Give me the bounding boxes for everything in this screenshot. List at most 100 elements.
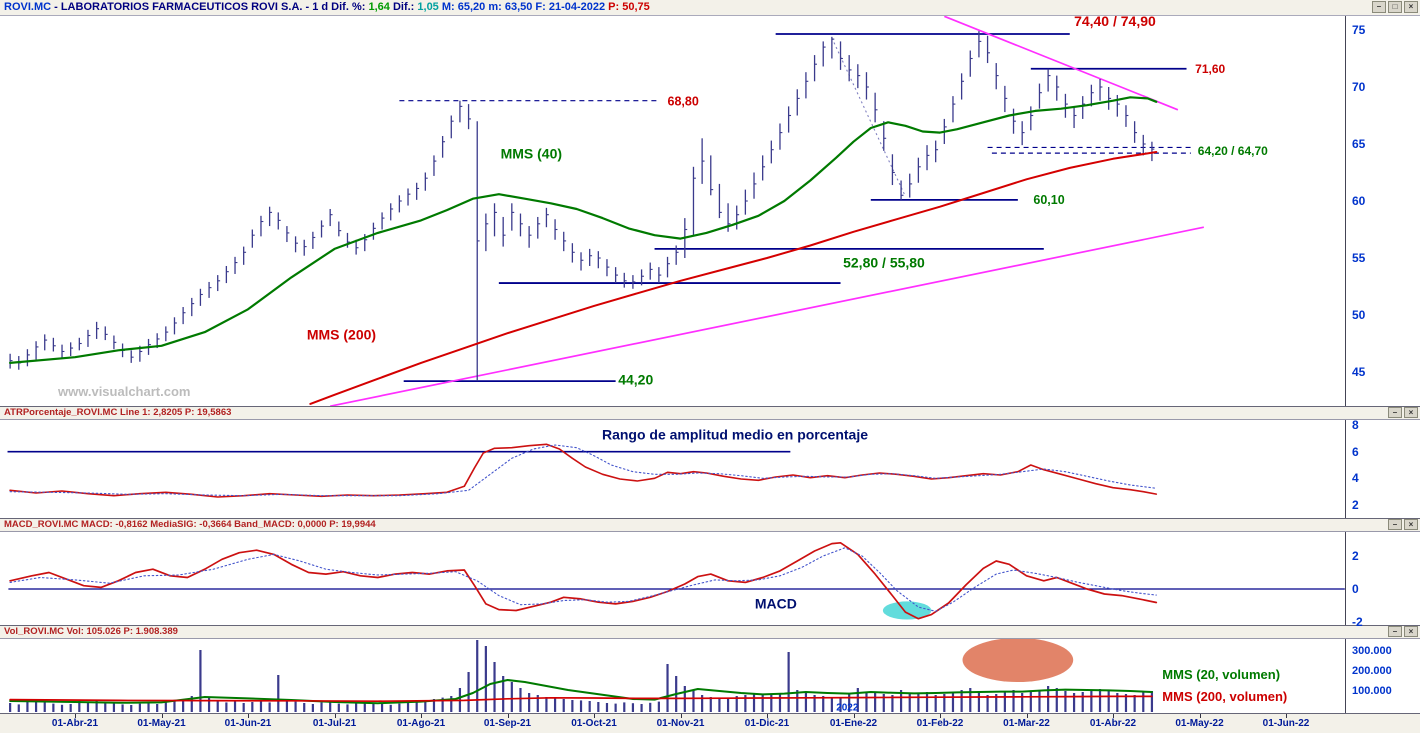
x-axis-date: 01-Mar-22 <box>1003 718 1050 729</box>
x-axis-date: 01-May-22 <box>1175 718 1224 729</box>
x-axis-tick <box>594 714 595 718</box>
title-segment: - LABORATORIOS FARMACEUTICOS ROVI S.A. - <box>51 1 313 13</box>
y-axis-tick: 300.000 <box>1352 645 1392 657</box>
mms-40-line <box>9 96 1158 364</box>
title-segment: P: 50,75 <box>605 1 650 13</box>
x-axis-date: 01-May-21 <box>137 718 186 729</box>
atr-panel-controls: – × <box>1388 407 1418 418</box>
y-axis-tick: 0 <box>1352 582 1359 596</box>
volume-panel-header: Vol_ROVI.MC Vol: 105.026 P: 1.908.389 – … <box>0 625 1420 639</box>
atr-signal-line <box>9 444 1157 497</box>
macd-highlight-ellipse <box>882 601 932 620</box>
y-axis-tick: 55 <box>1352 251 1366 265</box>
time-axis[interactable]: 01-Abr-21 01-May-21 01-Jun-21 01-Jul-21 01-A… <box>0 713 1420 733</box>
volume-series-label: MMS (20, volumen) <box>1162 667 1280 682</box>
macd-panel-controls: – × <box>1388 519 1418 530</box>
price-annotation: 60,10 <box>1033 193 1064 207</box>
minimize-button[interactable]: – <box>1388 519 1402 530</box>
mms-200-line <box>309 151 1158 405</box>
price-annotation: 64,20 / 64,70 <box>1198 144 1268 158</box>
x-axis-date: 01-Ago-21 <box>396 718 446 729</box>
x-axis-date: 01-Jun-21 <box>224 718 272 729</box>
price-annotation: 74,40 / 74,90 <box>1074 13 1156 29</box>
y-axis-tick: 70 <box>1352 80 1366 94</box>
x-axis-date: 01-Jun-22 <box>1262 718 1310 729</box>
x-axis-tick <box>1199 714 1201 718</box>
watermark: www.visualchart.com <box>58 384 191 399</box>
title-segment: Dif. %: <box>328 1 369 13</box>
restore-button[interactable]: □ <box>1388 1 1402 13</box>
price-annotation: 52,80 / 55,80 <box>843 255 925 271</box>
x-axis-tick <box>1286 714 1287 718</box>
x-axis-date: 01-Abr-22 <box>1089 718 1137 729</box>
atr-header-text: ATRPorcentaje_ROVI.MC Line 1: 2,8205 P: … <box>4 407 232 418</box>
macd-signal-line <box>9 547 1157 612</box>
ascending-trendline <box>330 226 1204 408</box>
y-axis-tick: -2 <box>1352 615 1363 629</box>
y-axis-tick: 6 <box>1352 444 1359 459</box>
price-annotation: 44,20 <box>618 372 653 388</box>
macd-panel-header: MACD_ROVI.MC MACD: -0,8162 MediaSIG: -0,… <box>0 518 1420 532</box>
x-axis-date: 01-Jul-21 <box>312 718 357 729</box>
symbol-info-bar: ROVI.MC - LABORATORIOS FARMACEUTICOS ROV… <box>0 0 1420 16</box>
x-axis-date: 01-Feb-22 <box>916 718 964 729</box>
close-button[interactable]: × <box>1404 626 1418 637</box>
vol-mms20-line <box>9 679 1153 705</box>
y-axis-tick: 2 <box>1352 498 1359 512</box>
x-axis-tick <box>767 714 768 718</box>
x-axis-tick <box>334 714 336 718</box>
y-axis-tick: 8 <box>1352 418 1359 432</box>
minimize-button[interactable]: – <box>1388 407 1402 418</box>
close-button[interactable]: × <box>1404 407 1418 418</box>
x-axis-tick <box>248 714 249 718</box>
x-axis-tick <box>161 714 163 718</box>
title-segment: M: 65,20 m: 63,50 F: 21-04-2022 <box>438 1 606 13</box>
y-axis-tick: 65 <box>1352 137 1366 151</box>
x-axis-tick <box>1113 714 1114 718</box>
y-axis-tick: 45 <box>1352 365 1366 379</box>
minimize-button[interactable]: – <box>1388 626 1402 637</box>
x-axis-date: 01-Dic-21 <box>744 718 790 729</box>
volume-panel-controls: – × <box>1388 626 1418 637</box>
x-axis-date: 01-Ene-22 <box>829 718 878 729</box>
minimize-button[interactable]: – <box>1372 1 1386 13</box>
x-axis-tick <box>1026 714 1028 718</box>
y-axis-tick: 60 <box>1352 194 1366 208</box>
y-axis-tick: 4 <box>1352 471 1359 486</box>
volume-header-text: Vol_ROVI.MC Vol: 105.026 P: 1.908.389 <box>4 626 178 637</box>
price-scale-axis[interactable] <box>1345 16 1420 713</box>
close-button[interactable]: × <box>1404 519 1418 530</box>
title-segment: 1,64 <box>368 1 390 13</box>
x-axis-date: 01-Oct-21 <box>571 718 617 729</box>
x-axis-date: 01-Sep-21 <box>483 718 532 729</box>
price-annotation: 71,60 <box>1195 62 1225 76</box>
y-axis-tick: 75 <box>1352 23 1366 37</box>
volume-series-label: MMS (200, volumen) <box>1162 689 1287 704</box>
x-axis-tick <box>507 714 509 718</box>
y-axis-tick: 100.000 <box>1352 685 1392 697</box>
x-axis-date: 01-Abr-21 <box>51 718 99 729</box>
close-button[interactable]: × <box>1404 1 1418 13</box>
atr-panel-header: ATRPorcentaje_ROVI.MC Line 1: 2,8205 P: … <box>0 406 1420 420</box>
title-segment: ROVI.MC <box>4 1 52 13</box>
x-axis-tick <box>680 714 682 718</box>
title-segment: Dif.: <box>389 1 418 13</box>
title-segment: 1,05 <box>417 1 439 13</box>
x-axis-tick <box>75 714 76 718</box>
x-axis-date: 01-Nov-21 <box>656 718 705 729</box>
price-annotation: MMS (200) <box>307 327 376 343</box>
macd-header-text: MACD_ROVI.MC MACD: -0,8162 MediaSIG: -0,… <box>4 519 376 530</box>
title-segment: 1 d <box>312 1 329 13</box>
window-controls: – □ × <box>1372 1 1418 13</box>
vol-mms200-line <box>9 695 1153 703</box>
volume-highlight-ellipse <box>962 638 1074 682</box>
macd-label: MACD <box>755 596 797 612</box>
x-axis-tick <box>853 714 855 718</box>
price-annotation: MMS (40) <box>501 145 562 161</box>
symbol-info-text: ROVI.MC - LABORATORIOS FARMACEUTICOS ROV… <box>4 1 650 13</box>
atr-panel-title: Rango de amplitud medio en porcentaje <box>602 427 868 443</box>
y-axis-tick: 50 <box>1352 308 1366 322</box>
year-label: 2022 <box>836 702 859 713</box>
